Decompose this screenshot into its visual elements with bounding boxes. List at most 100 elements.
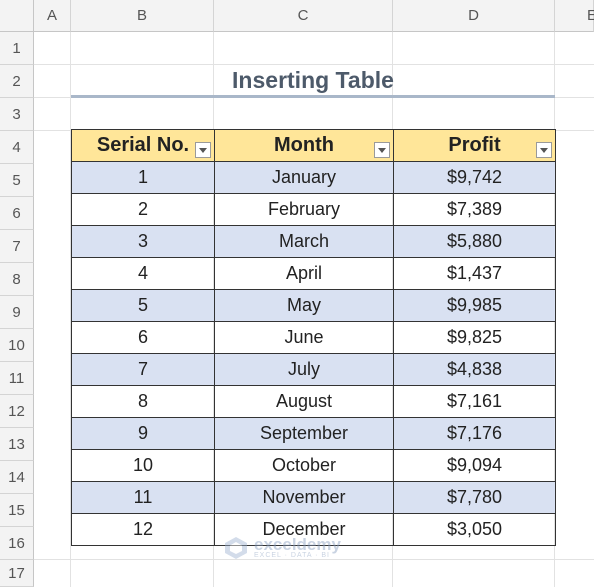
cell-month[interactable]: March: [214, 225, 394, 258]
column-header-a[interactable]: A: [34, 0, 71, 32]
row-header-6[interactable]: 6: [0, 197, 34, 230]
column-label: C: [297, 7, 309, 24]
table-header-row: Serial No. Month Profit: [71, 129, 556, 162]
data-table: Serial No. Month Profit 1 January: [71, 129, 556, 546]
select-all-corner[interactable]: [0, 0, 34, 32]
column-label: D: [468, 7, 479, 24]
cell-profit[interactable]: $7,161: [393, 385, 556, 418]
cell-serial[interactable]: 5: [71, 289, 215, 322]
cell-profit[interactable]: $9,742: [393, 161, 556, 194]
row-header-16[interactable]: 16: [0, 527, 34, 560]
column-header-c[interactable]: C: [214, 0, 393, 32]
title-underline: [71, 95, 555, 98]
cell-month[interactable]: October: [214, 449, 394, 482]
column-header-e[interactable]: E: [555, 0, 594, 32]
row-header-8[interactable]: 8: [0, 263, 34, 296]
cell-month[interactable]: May: [214, 289, 394, 322]
cell-profit[interactable]: $7,389: [393, 193, 556, 226]
row-label: 12: [8, 402, 25, 420]
column-header-d[interactable]: D: [393, 0, 555, 32]
row-label: 17: [8, 564, 25, 582]
cell-profit[interactable]: $7,780: [393, 481, 556, 514]
table-row: 8 August $7,161: [71, 385, 556, 418]
header-label: Serial No.: [96, 134, 190, 156]
table-row: 12 December $3,050: [71, 513, 556, 546]
header-cell-serial[interactable]: Serial No.: [71, 129, 215, 162]
cell-serial[interactable]: 12: [71, 513, 215, 546]
cell-month[interactable]: April: [214, 257, 394, 290]
row-header-1[interactable]: 1: [0, 32, 34, 65]
filter-dropdown-button[interactable]: [374, 142, 390, 158]
cell-profit[interactable]: $4,838: [393, 353, 556, 386]
cell-month[interactable]: July: [214, 353, 394, 386]
sheet-title[interactable]: Inserting Table: [232, 67, 394, 93]
filter-dropdown-button[interactable]: [195, 142, 211, 158]
cell-serial[interactable]: 9: [71, 417, 215, 450]
cell-profit[interactable]: $7,176: [393, 417, 556, 450]
gridline: [34, 559, 594, 560]
cell-month[interactable]: February: [214, 193, 394, 226]
cell-month[interactable]: December: [214, 513, 394, 546]
cell-serial[interactable]: 6: [71, 321, 215, 354]
row-label: 8: [12, 270, 21, 288]
row-header-14[interactable]: 14: [0, 461, 34, 494]
table-row: 4 April $1,437: [71, 257, 556, 290]
row-header-11[interactable]: 11: [0, 362, 34, 395]
table-row: 11 November $7,780: [71, 481, 556, 514]
watermark-tagline: EXCEL · DATA · BI: [254, 551, 330, 559]
cell-profit[interactable]: $3,050: [393, 513, 556, 546]
cell-month[interactable]: September: [214, 417, 394, 450]
table-row: 9 September $7,176: [71, 417, 556, 450]
row-label: 4: [12, 138, 21, 156]
cell-serial[interactable]: 8: [71, 385, 215, 418]
row-label: 14: [8, 468, 25, 486]
cell-month[interactable]: June: [214, 321, 394, 354]
cell-profit[interactable]: $9,825: [393, 321, 556, 354]
row-label: 15: [8, 501, 25, 519]
cell-serial[interactable]: 1: [71, 161, 215, 194]
row-header-5[interactable]: 5: [0, 164, 34, 197]
header-cell-month[interactable]: Month: [214, 129, 394, 162]
row-header-2[interactable]: 2: [0, 65, 34, 98]
row-header-17[interactable]: 17: [0, 560, 34, 587]
dropdown-arrow-icon: [378, 147, 386, 153]
table-row: 5 May $9,985: [71, 289, 556, 322]
gridline: [70, 32, 71, 587]
row-label: 7: [12, 237, 21, 255]
row-label: 3: [12, 105, 21, 123]
cell-serial[interactable]: 11: [71, 481, 215, 514]
row-label: 11: [8, 369, 25, 387]
cell-serial[interactable]: 10: [71, 449, 215, 482]
row-header-10[interactable]: 10: [0, 329, 34, 362]
cell-serial[interactable]: 7: [71, 353, 215, 386]
cell-profit[interactable]: $5,880: [393, 225, 556, 258]
filter-dropdown-button[interactable]: [536, 142, 552, 158]
row-header-12[interactable]: 12: [0, 395, 34, 428]
row-header-13[interactable]: 13: [0, 428, 34, 461]
header-cell-profit[interactable]: Profit: [393, 129, 556, 162]
cell-profit[interactable]: $1,437: [393, 257, 556, 290]
row-label: 5: [12, 171, 21, 189]
cell-profit[interactable]: $9,094: [393, 449, 556, 482]
row-header-9[interactable]: 9: [0, 296, 34, 329]
row-header-15[interactable]: 15: [0, 494, 34, 527]
cell-month[interactable]: January: [214, 161, 394, 194]
cell-month[interactable]: November: [214, 481, 394, 514]
cell-serial[interactable]: 2: [71, 193, 215, 226]
row-label: 13: [8, 435, 25, 453]
gridline: [34, 64, 594, 65]
dropdown-arrow-icon: [199, 147, 207, 153]
cell-profit[interactable]: $9,985: [393, 289, 556, 322]
row-header-3[interactable]: 3: [0, 98, 34, 131]
cell-month[interactable]: August: [214, 385, 394, 418]
row-label: 2: [12, 72, 21, 90]
column-label: B: [136, 7, 147, 24]
row-header-7[interactable]: 7: [0, 230, 34, 263]
column-header-b[interactable]: B: [71, 0, 214, 32]
row-header-4[interactable]: 4: [0, 131, 34, 164]
cell-serial[interactable]: 3: [71, 225, 215, 258]
table-row: 7 July $4,838: [71, 353, 556, 386]
cell-serial[interactable]: 4: [71, 257, 215, 290]
dropdown-arrow-icon: [540, 147, 548, 153]
